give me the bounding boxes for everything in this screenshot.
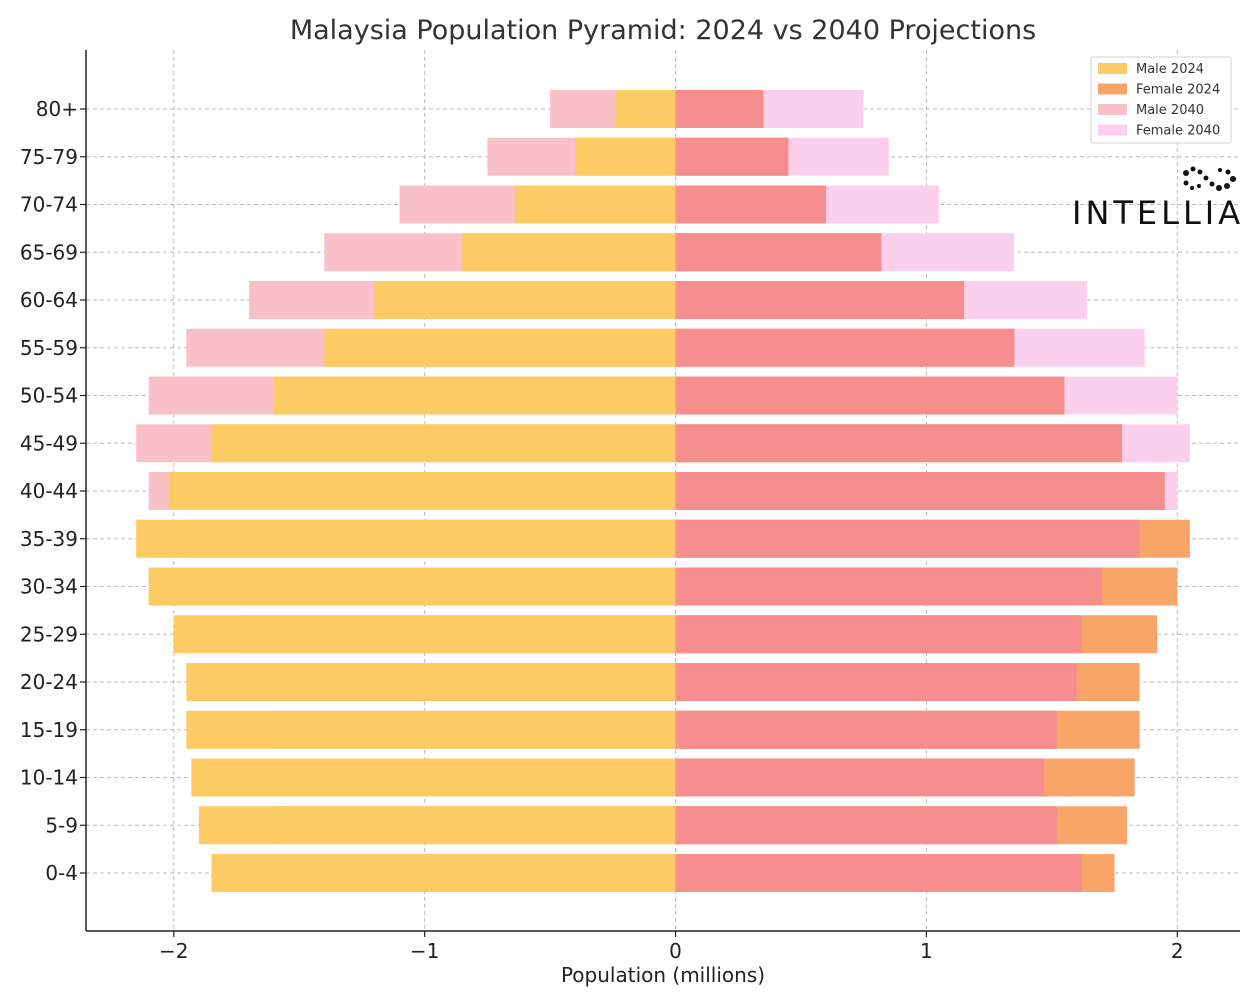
y-tick-label: 20-24 [20, 670, 78, 694]
x-tick-label: −2 [159, 939, 188, 963]
y-tick-labels: 0-4 5-9 10-14 15-19 20-24 25-29 30-34 35-39 40-4… [20, 97, 86, 885]
bar-male-2024 [136, 519, 676, 558]
bar-male-2024 [374, 281, 676, 319]
x-tick-label: −1 [410, 939, 439, 963]
bar-female-overlap [675, 710, 1057, 749]
bar-female-overlap [675, 137, 789, 176]
bar-male-2024 [173, 615, 676, 654]
bar-female-overlap [675, 567, 1103, 606]
bar-female-overlap [675, 854, 1082, 892]
y-tick-label: 55-59 [20, 336, 78, 360]
legend-swatch [1098, 104, 1127, 115]
x-axis-label: Population (millions) [561, 963, 765, 987]
bar-male-2024 [274, 376, 676, 415]
bar-male-2024 [186, 663, 676, 701]
x-tick-label: 1 [920, 939, 933, 963]
bar-female-overlap [675, 758, 1045, 797]
y-tick-label: 15-19 [20, 718, 78, 742]
legend-label: Male 2040 [1136, 103, 1204, 118]
bar-male-2024 [191, 758, 676, 797]
bar-female-overlap [675, 185, 827, 224]
y-tick-label: 50-54 [20, 384, 78, 408]
y-tick-label: 5-9 [45, 813, 78, 837]
bar-female-overlap [675, 806, 1057, 845]
x-tick-label: 2 [1171, 939, 1184, 963]
bar-male-2024 [186, 710, 676, 749]
legend-swatch [1098, 83, 1127, 95]
bar-female-overlap [675, 615, 1082, 654]
legend-swatch [1098, 63, 1127, 74]
bar-female-overlap [675, 424, 1123, 463]
y-tick-label: 80+ [36, 97, 78, 121]
legend-label: Female 2040 [1136, 124, 1220, 139]
intellia-logo-icon [1183, 166, 1236, 191]
bar-male-2024 [168, 472, 676, 510]
bar-female-overlap [675, 328, 1015, 367]
bar-female-overlap [675, 376, 1065, 415]
bar-female-overlap [675, 663, 1077, 701]
y-tick-label: 45-49 [20, 431, 78, 455]
legend-frame [1090, 56, 1232, 144]
bar-female-overlap [675, 90, 764, 128]
bars-group [136, 90, 1190, 892]
chart-title: Malaysia Population Pyramid: 2024 vs 204… [290, 15, 1036, 46]
y-tick-label: 60-64 [20, 288, 78, 312]
y-tick-label: 65-69 [20, 240, 78, 264]
y-tick-label: 70-74 [20, 193, 78, 217]
y-tick-label: 10-14 [20, 766, 78, 790]
y-tick-label: 25-29 [20, 622, 78, 646]
y-tick-label: 35-39 [20, 527, 78, 551]
intellia-brand-name: INTELLIA [1072, 194, 1245, 232]
bar-male-2024 [198, 806, 676, 845]
bar-female-overlap [675, 281, 965, 319]
y-tick-label: 30-34 [20, 575, 78, 599]
bar-female-overlap [675, 472, 1165, 510]
bar-male-2024 [211, 424, 676, 463]
y-tick-label: 0-4 [45, 861, 78, 885]
bar-male-2024 [615, 90, 676, 128]
y-tick-label: 75-79 [20, 145, 78, 169]
bar-male-2024 [462, 233, 676, 272]
x-tick-labels: −2 −1 0 1 2 [159, 931, 1184, 963]
bar-male-2024 [514, 185, 676, 224]
x-tick-label: 0 [669, 939, 682, 963]
bar-female-overlap [675, 519, 1140, 558]
legend: Male 2024 Female 2024 Male 2040 Female 2040 [1090, 56, 1232, 144]
bar-male-2024 [211, 854, 676, 892]
legend-label: Male 2024 [1136, 62, 1204, 77]
bar-male-2024 [575, 137, 676, 176]
legend-label: Female 2024 [1136, 83, 1220, 98]
legend-swatch [1098, 124, 1127, 136]
y-tick-label: 40-44 [20, 479, 78, 503]
bar-male-2024 [324, 328, 676, 367]
bar-male-2024 [148, 567, 676, 606]
bar-female-overlap [675, 233, 882, 272]
